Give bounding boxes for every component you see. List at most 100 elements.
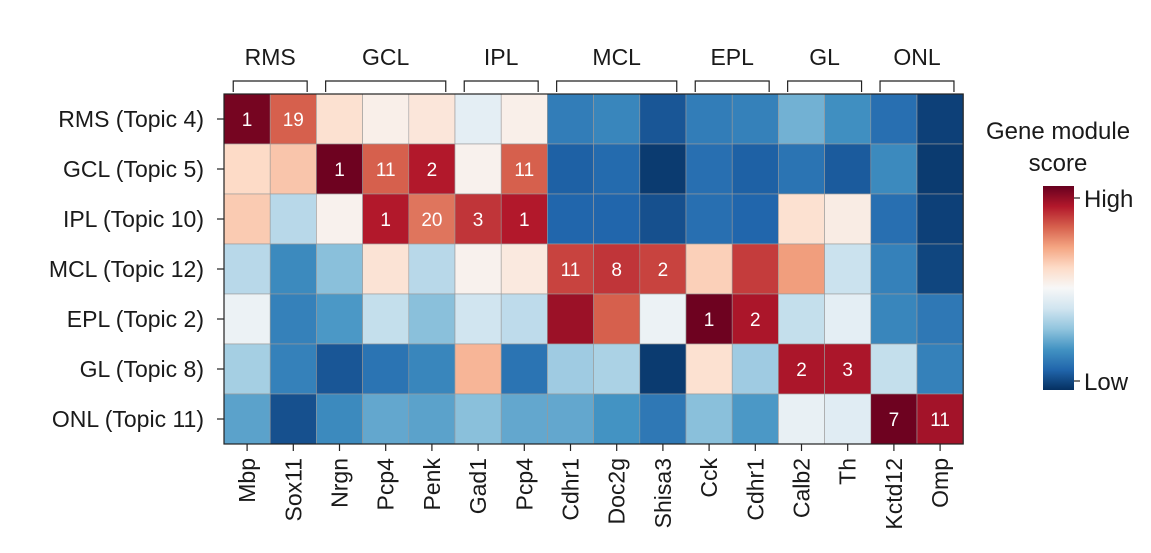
heatmap-cell [824,343,872,395]
column-label: Cdhr1 [558,458,584,521]
heatmap-cell [778,393,825,445]
column-label: Calb2 [789,458,815,518]
heatmap-cell [685,143,733,195]
group-bracket [232,80,308,92]
row-label: IPL (Topic 10) [63,206,204,232]
cell-annotation: 3 [842,360,853,381]
heatmap-cell [778,243,825,295]
heatmap-cell [362,93,410,145]
heatmap-cell [685,193,733,245]
group-bracket [787,80,863,92]
column-label: Nrgn [327,458,353,508]
heatmap-cell [547,393,594,445]
heatmap-cell [408,143,456,195]
heatmap-cell [778,343,825,395]
cell-annotation: 1 [704,310,715,331]
heatmap-cell [824,293,872,345]
heatmap-cell [269,193,317,245]
heatmap-cell [685,343,733,395]
heatmap-cell [500,93,548,145]
heatmap-cell [316,393,363,445]
heatmap-cell [269,393,317,445]
heatmap-cell [269,143,317,195]
colorbar: Gene module score High Low [986,118,1133,396]
heatmap-cell [362,393,410,445]
heatmap-cell [454,243,502,295]
cell-annotation: 11 [930,410,950,431]
heatmap-cell [316,93,363,145]
heatmap-cell [547,293,594,345]
group-bracket [879,80,955,92]
heatmap-cell [316,243,363,295]
group-bracket [556,80,678,92]
heatmap-cell [639,143,687,195]
heatmap-cell [639,193,687,245]
heatmap-cell [362,243,410,295]
heatmap-cell [916,243,964,295]
heatmap-cell [454,143,502,195]
heatmap-cell [316,293,363,345]
heatmap-cell [870,93,918,145]
cell-annotation: 11 [376,160,396,181]
heatmap-cell [316,343,363,395]
heatmap-cell [731,393,779,445]
heatmap-cell [223,193,271,245]
heatmap-cell [500,293,548,345]
group-bracket [694,80,770,92]
heatmap-cell [731,343,779,395]
cell-annotation: 2 [750,310,761,331]
colorbar-gradient [1043,186,1074,390]
cell-annotation: 2 [658,260,669,281]
heatmap-cell [547,93,594,145]
colorbar-title-line1: Gene module [986,118,1130,145]
column-group-brackets: RMS GCL IPL MCL EPL GL ONL [232,44,955,92]
heatmap-cell [778,143,825,195]
heatmap-cell [223,143,271,195]
heatmap-cell [824,143,872,195]
column-label: Cdhr1 [742,458,768,521]
column-label: Mbp [234,458,260,503]
column-label: Pcp4 [373,458,399,511]
group-label: GL [809,44,840,70]
heatmap-cell [547,193,594,245]
heatmap-cell [408,243,456,295]
heatmap-cell [362,143,410,195]
heatmap-cell [916,143,964,195]
row-label: ONL (Topic 11) [52,406,204,432]
heatmap-cell [870,343,918,395]
heatmap-cell [870,243,918,295]
cell-annotation: 8 [611,260,622,281]
heatmap-cell [269,343,317,395]
heatmap-cell [269,93,317,145]
group-label: GCL [362,44,410,70]
cell-annotation: 20 [421,210,442,231]
heatmap-cell [316,193,363,245]
heatmap-cell [870,193,918,245]
heatmap-cell [408,93,456,145]
cell-annotation: 3 [473,210,484,231]
heatmap-cell [639,93,687,145]
column-label: Cck [696,458,722,498]
heatmap-cell [408,343,456,395]
heatmap-cell [408,193,456,245]
cell-annotation: 2 [796,360,807,381]
heatmap-cell [685,243,733,295]
heatmap-cell [500,143,548,195]
cell-annotation: 2 [427,160,438,181]
heatmap-cell [685,293,733,345]
heatmap-cell [223,243,271,295]
column-label: Pcp4 [511,458,537,511]
heatmap-cell [547,143,594,195]
heatmap-cell [547,343,594,395]
column-label: Kctd12 [881,458,907,530]
heatmap-cell [870,293,918,345]
heatmap-cell [593,243,641,295]
row-label: GCL (Topic 5) [63,156,204,182]
heatmap-cell [824,193,872,245]
heatmap-cell [731,93,779,145]
heatmap-cell [408,393,456,445]
row-label: RMS (Topic 4) [58,106,204,132]
column-label: Sox11 [280,458,306,522]
heatmap-cell [223,343,271,395]
group-label: EPL [710,44,754,70]
